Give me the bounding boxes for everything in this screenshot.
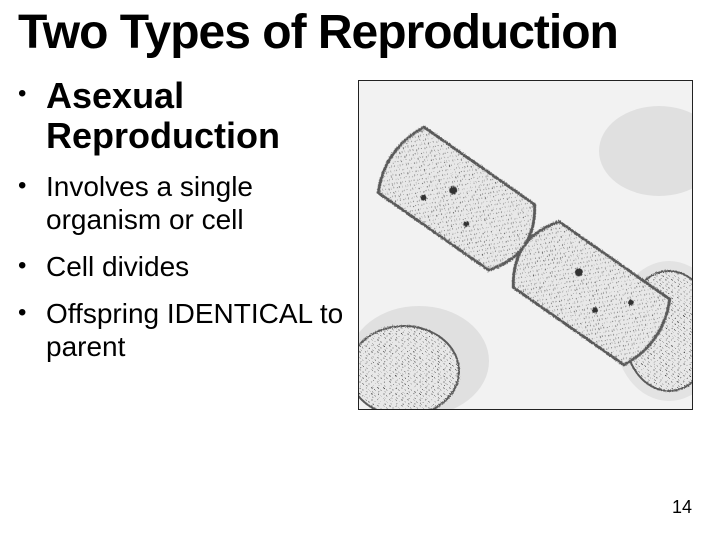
subheading-item: • Asexual Reproduction (18, 76, 358, 155)
page-number: 14 (672, 497, 692, 518)
bullet-dot-icon: • (18, 297, 46, 328)
slide-title: Two Types of Reproduction (18, 8, 702, 58)
cell-division-illustration (359, 81, 693, 410)
slide-body: • Asexual Reproduction • Involves a sing… (18, 76, 702, 410)
bullet-item: • Involves a single organism or cell (18, 170, 358, 236)
text-column: • Asexual Reproduction • Involves a sing… (18, 76, 358, 410)
bullet-dot-icon: • (18, 250, 46, 281)
image-column (358, 76, 698, 410)
bullet-item: • Offspring IDENTICAL to parent (18, 297, 358, 363)
bullet-dot-icon: • (18, 170, 46, 201)
slide: Two Types of Reproduction • Asexual Repr… (0, 0, 720, 540)
bullet-text: Involves a single organism or cell (46, 170, 358, 236)
bullet-list: • Asexual Reproduction • Involves a sing… (18, 76, 358, 362)
bullet-text: Offspring IDENTICAL to parent (46, 297, 358, 363)
micrograph-image (358, 80, 693, 410)
bullet-item: • Cell divides (18, 250, 358, 283)
bullet-dot-icon: • (18, 76, 46, 109)
subheading-text: Asexual Reproduction (46, 76, 358, 155)
bullet-text: Cell divides (46, 250, 358, 283)
